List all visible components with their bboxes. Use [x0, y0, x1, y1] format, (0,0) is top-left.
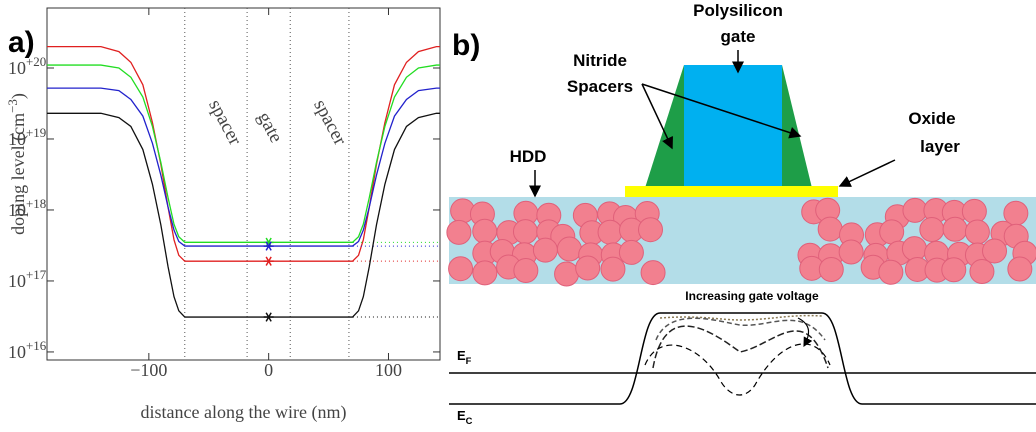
gate-label: Polysilicon — [693, 1, 783, 20]
dopant-atom — [965, 220, 989, 244]
arrow — [840, 160, 895, 186]
gate-label: gate — [721, 27, 756, 46]
spacer-label: Nitride — [573, 51, 627, 70]
dopant-atom — [473, 219, 497, 243]
region-label: spacer — [204, 96, 246, 149]
dopant-atom — [819, 258, 843, 282]
dopant-atom — [513, 220, 537, 244]
region-label: spacer — [309, 96, 351, 149]
y-axis-label: doping level (cm−3) — [5, 93, 29, 235]
oxide-layer — [625, 186, 838, 197]
star-marker — [264, 313, 274, 322]
dopant-atom — [983, 239, 1007, 263]
dopant-atom — [1008, 257, 1032, 281]
dopant-atom — [619, 240, 643, 264]
dopant-atom — [449, 257, 473, 281]
star-marker — [264, 257, 274, 266]
region-label: gate — [253, 109, 286, 147]
dopant-atom — [601, 257, 625, 281]
dopant-atom — [902, 237, 926, 261]
dopant-atom — [942, 258, 966, 282]
band-profile — [653, 326, 828, 368]
dopant-atom — [473, 261, 497, 285]
series-line — [47, 47, 440, 262]
dopant-atom — [557, 237, 581, 261]
plot-frame — [47, 8, 440, 360]
dopant-atom — [970, 260, 994, 284]
panel-label: b) — [452, 29, 480, 62]
arrow — [642, 84, 672, 148]
fermi-label: EF — [457, 348, 472, 366]
x-tick-label: 0 — [264, 360, 273, 380]
oxide-label: Oxide — [908, 109, 955, 128]
spacer-label: Spacers — [567, 77, 633, 96]
dopant-atom — [641, 261, 665, 285]
y-tick-label: 10+17 — [8, 267, 47, 291]
x-tick-label: −100 — [130, 360, 167, 380]
dopant-atom — [447, 220, 471, 244]
band-profile — [660, 316, 822, 320]
x-tick-label: 100 — [375, 360, 402, 380]
dopant-atom — [839, 240, 863, 264]
y-tick-label: 10+16 — [8, 338, 47, 362]
dopant-atom — [879, 260, 903, 284]
series-line — [47, 65, 440, 242]
conduction-label: EC — [457, 408, 473, 426]
voltage-label: Increasing gate voltage — [685, 289, 819, 303]
oxide-label: layer — [920, 137, 960, 156]
series-line — [47, 88, 440, 246]
hdd-label: HDD — [510, 147, 547, 166]
x-axis-label: distance along the wire (nm) — [141, 402, 347, 423]
conduction-band — [449, 313, 1036, 404]
dopant-atom — [903, 198, 927, 222]
transistor-diagram: Polysilicon gate Nitride Spacers Oxide l… — [447, 1, 1036, 426]
dopant-atom — [920, 218, 944, 242]
band-profile — [645, 344, 830, 395]
dopant-atom — [639, 218, 663, 242]
y-tick-label: 10+20 — [8, 54, 46, 78]
dopant-atom — [514, 259, 538, 283]
dopant-atom — [880, 220, 904, 244]
dopant-atom — [598, 220, 622, 244]
polysilicon-gate — [684, 65, 782, 188]
dopant-atom — [943, 217, 967, 241]
dopant-atom — [818, 217, 842, 241]
dopant-atom — [533, 238, 557, 262]
dopant-atom — [962, 199, 986, 223]
band-profile — [656, 318, 825, 340]
dopant-atom — [576, 256, 600, 280]
figure: a) b) Polysilicon gate Nitride Spacers O… — [0, 0, 1036, 432]
dopant-atom — [555, 262, 579, 286]
